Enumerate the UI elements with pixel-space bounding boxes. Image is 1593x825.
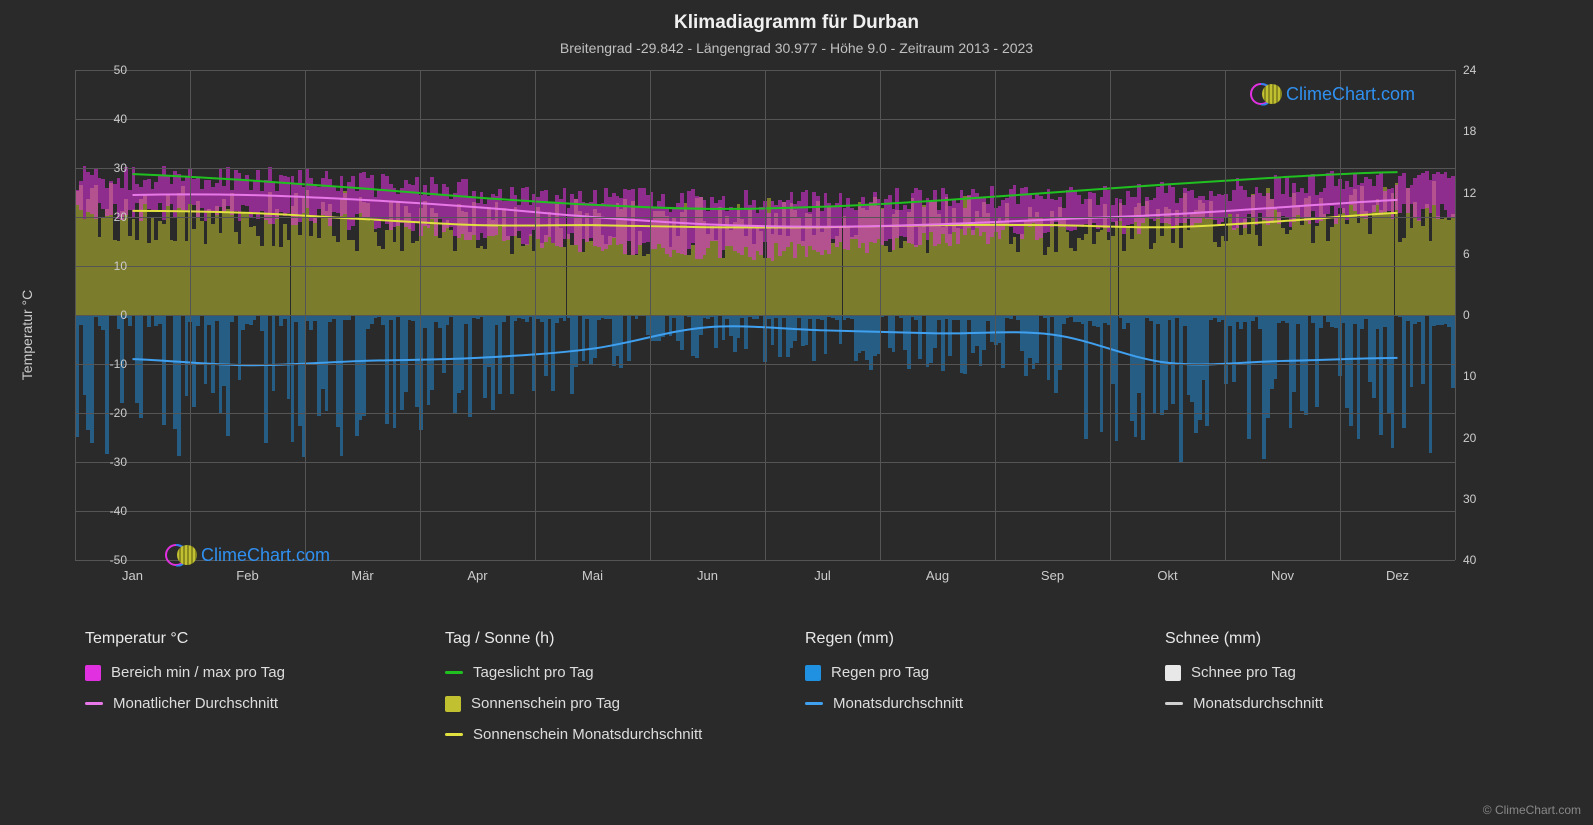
legend-swatch-line [1165, 702, 1183, 705]
legend-item: Monatlicher Durchschnitt [85, 695, 445, 712]
y-tick-left: -30 [87, 455, 127, 469]
y-tick-right-sun: 6 [1463, 247, 1470, 261]
legend-swatch-line [445, 733, 463, 736]
legend-item: Sonnenschein Monatsdurchschnitt [445, 726, 805, 743]
legend-item: Regen pro Tag [805, 664, 1165, 681]
y-tick-right-rain: 40 [1463, 553, 1476, 567]
legend-label: Regen pro Tag [831, 664, 929, 681]
legend-item: Monatsdurchschnitt [1165, 695, 1525, 712]
grid-line-v [1455, 70, 1456, 560]
x-tick-month: Jul [814, 568, 831, 583]
watermark: ClimeChart.com [165, 543, 330, 567]
x-tick-month: Sep [1041, 568, 1064, 583]
grid-line-v [305, 70, 306, 560]
legend-item: Bereich min / max pro Tag [85, 664, 445, 681]
y-tick-left: 40 [87, 112, 127, 126]
x-tick-month: Jun [697, 568, 718, 583]
chart-subtitle: Breitengrad -29.842 - Längengrad 30.977 … [0, 34, 1593, 56]
x-tick-month: Mai [582, 568, 603, 583]
y-tick-right-rain: 20 [1463, 431, 1476, 445]
y-tick-left: 10 [87, 259, 127, 273]
legend-swatch-box [1165, 665, 1181, 681]
y-tick-left: 30 [87, 161, 127, 175]
y-tick-right-rain: 10 [1463, 369, 1476, 383]
grid-line-v [1225, 70, 1226, 560]
legend-swatch-line [445, 671, 463, 674]
legend-swatch-box [445, 696, 461, 712]
legend-label: Schnee pro Tag [1191, 664, 1296, 681]
watermark-logo-icon [1250, 82, 1280, 106]
y-tick-left: -10 [87, 357, 127, 371]
y-tick-left: 50 [87, 63, 127, 77]
legend-item: Monatsdurchschnitt [805, 695, 1165, 712]
x-tick-month: Nov [1271, 568, 1294, 583]
legend-header: Temperatur °C [85, 630, 445, 648]
plot-surface [75, 70, 1455, 560]
grid-line-v [650, 70, 651, 560]
y-tick-right-sun: 0 [1463, 308, 1470, 322]
legend-header: Tag / Sonne (h) [445, 630, 805, 648]
y-axis-left-title: Temperatur °C [19, 290, 35, 380]
y-tick-right-sun: 12 [1463, 186, 1476, 200]
legend-col-snow: Schnee (mm) Schnee pro Tag Monatsdurchschn… [1165, 630, 1525, 743]
legend-col-rain: Regen (mm) Regen pro Tag Monatsdurchschnit… [805, 630, 1165, 743]
legend-swatch-line [805, 702, 823, 705]
grid-line-v [1110, 70, 1111, 560]
legend-swatch-box [805, 665, 821, 681]
copyright-text: © ClimeChart.com [1483, 803, 1581, 817]
watermark-text: ClimeChart.com [201, 545, 330, 566]
x-tick-month: Mär [351, 568, 373, 583]
y-tick-left: -20 [87, 406, 127, 420]
x-tick-month: Jan [122, 568, 143, 583]
legend-label: Tageslicht pro Tag [473, 664, 594, 681]
x-tick-month: Dez [1386, 568, 1409, 583]
watermark: ClimeChart.com [1250, 82, 1415, 106]
y-tick-left: 0 [87, 308, 127, 322]
legend-label: Sonnenschein Monatsdurchschnitt [473, 726, 702, 743]
legend-swatch-box [85, 665, 101, 681]
legend: Temperatur °C Bereich min / max pro Tag Mo… [85, 630, 1525, 743]
chart-title: Klimadiagramm für Durban [0, 0, 1593, 34]
grid-line-v [190, 70, 191, 560]
grid-line-v [995, 70, 996, 560]
grid-line-v [420, 70, 421, 560]
x-tick-month: Okt [1157, 568, 1177, 583]
legend-label: Monatlicher Durchschnitt [113, 695, 278, 712]
legend-header: Regen (mm) [805, 630, 1165, 648]
x-tick-month: Aug [926, 568, 949, 583]
grid-line-v [535, 70, 536, 560]
legend-header: Schnee (mm) [1165, 630, 1525, 648]
y-tick-left: -40 [87, 504, 127, 518]
legend-swatch-line [85, 702, 103, 705]
grid-line-v [75, 70, 76, 560]
legend-label: Sonnenschein pro Tag [471, 695, 620, 712]
grid-line-v [765, 70, 766, 560]
y-tick-left: -50 [87, 553, 127, 567]
y-tick-right-sun: 18 [1463, 124, 1476, 138]
legend-item: Sonnenschein pro Tag [445, 695, 805, 712]
legend-item: Tageslicht pro Tag [445, 664, 805, 681]
x-tick-month: Apr [467, 568, 487, 583]
legend-label: Monatsdurchschnitt [1193, 695, 1323, 712]
x-tick-month: Feb [236, 568, 258, 583]
legend-col-sun: Tag / Sonne (h) Tageslicht pro Tag Sonnens… [445, 630, 805, 743]
watermark-logo-icon [165, 543, 195, 567]
grid-line-v [1340, 70, 1341, 560]
chart-area: Temperatur °C Tag / Sonne (h) Regen / Sc… [75, 70, 1515, 600]
y-tick-left: 20 [87, 210, 127, 224]
legend-col-temperature: Temperatur °C Bereich min / max pro Tag Mo… [85, 630, 445, 743]
y-tick-right-rain: 30 [1463, 492, 1476, 506]
grid-line-v [880, 70, 881, 560]
watermark-text: ClimeChart.com [1286, 84, 1415, 105]
y-tick-right-sun: 24 [1463, 63, 1476, 77]
legend-item: Schnee pro Tag [1165, 664, 1525, 681]
legend-label: Monatsdurchschnitt [833, 695, 963, 712]
legend-label: Bereich min / max pro Tag [111, 664, 285, 681]
